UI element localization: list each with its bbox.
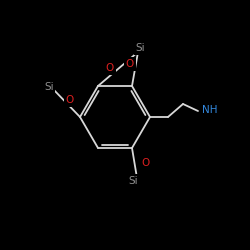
Text: Si: Si [135, 43, 145, 53]
Text: O: O [126, 59, 134, 69]
Text: O: O [66, 95, 74, 105]
Text: Si: Si [44, 82, 54, 92]
Text: NH: NH [202, 105, 218, 115]
Text: Si: Si [128, 176, 138, 186]
Text: O: O [106, 63, 114, 73]
Text: O: O [141, 158, 149, 168]
